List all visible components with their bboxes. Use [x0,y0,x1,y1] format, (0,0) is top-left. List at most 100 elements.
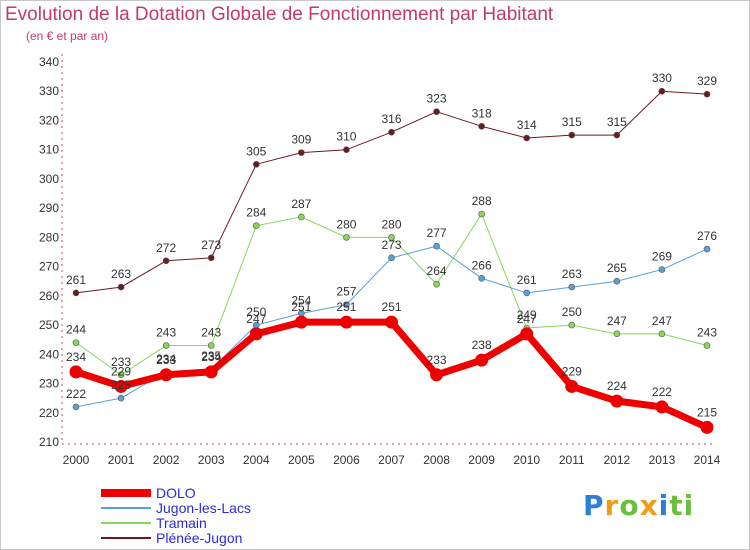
data-point [478,275,485,282]
data-point [207,254,215,262]
legend-label: DOLO [156,485,196,501]
data-point [568,321,576,329]
x-tick-label: 2013 [649,453,676,467]
data-label: 229 [562,364,582,378]
data-label: 315 [607,115,627,129]
data-point [610,394,624,408]
data-point [658,266,666,273]
data-point [343,234,350,241]
data-label: 247 [652,314,672,328]
data-label: 222 [66,387,86,401]
data-point [613,330,621,338]
series-tramain [72,210,711,379]
data-point [69,365,83,379]
series-pl-n-e-jugon [72,87,711,297]
y-tick-label: 300 [39,172,59,186]
data-label: 250 [562,305,582,319]
data-point [568,131,576,139]
data-point [162,342,170,349]
x-tick-label: 2004 [243,453,270,467]
data-label: 224 [607,379,627,393]
data-point [613,131,621,139]
data-point [703,342,711,349]
data-label: 250 [246,305,266,319]
data-label: 247 [246,312,266,326]
data-label: 249 [517,308,537,322]
data-label: 222 [652,385,672,399]
data-label: 234 [66,350,86,364]
y-tick-label: 320 [39,113,59,127]
data-label: 330 [652,71,672,85]
data-labels-layer: 261 263 272 273 305 309 310 316 323 318 314 315 315 3… [66,71,717,419]
data-label: 277 [427,226,447,240]
proxiti-logo: Proxiti [583,489,695,522]
data-label: 329 [697,74,717,88]
data-label: 238 [472,338,492,352]
data-point [343,301,350,308]
data-point [613,277,621,285]
y-tick-label: 260 [39,289,59,303]
data-point [117,394,125,402]
data-label: 314 [517,118,537,132]
data-label: 243 [201,326,221,340]
data-point [520,327,534,341]
y-tick-label: 310 [39,143,59,157]
data-label: 244 [66,323,86,337]
data-point [388,128,395,136]
data-point [114,379,128,393]
data-label: 234 [201,350,221,364]
data-point [343,146,350,153]
data-point [117,371,125,379]
y-tick-label: 330 [39,84,59,98]
x-tick-label: 2010 [513,453,540,467]
data-point [159,368,173,382]
data-point [204,365,218,379]
data-label: 261 [66,273,86,287]
data-label: 316 [381,112,401,126]
y-tick-label: 280 [39,230,59,244]
data-point [703,90,711,98]
series-dolo [69,315,714,434]
chart-title: Evolution de la Dotation Globale de Fonc… [5,4,554,25]
data-point [117,283,125,291]
data-point [298,213,305,221]
y-tick-label: 240 [39,347,59,361]
data-point [72,403,80,411]
data-label: 235 [201,349,221,363]
x-tick-label: 2014 [694,453,721,467]
x-tick-label: 2005 [288,453,315,467]
data-point [433,242,440,250]
data-point [298,149,305,156]
data-label: 254 [291,293,311,307]
series-layer [69,87,714,434]
data-label: 263 [111,267,131,281]
data-point [523,134,531,142]
x-tick-label: 2002 [153,453,180,467]
data-label: 287 [291,197,311,211]
x-tick-label: 2008 [423,453,450,467]
data-point [385,315,398,329]
data-label: 243 [697,326,717,340]
x-tick-label: 2009 [468,453,495,467]
data-label: 305 [246,144,266,158]
x-tick-label: 2012 [604,453,631,467]
data-label: 284 [246,206,266,220]
data-label: 261 [517,273,537,287]
data-label: 233 [111,355,131,369]
x-tick-label: 2007 [378,453,405,467]
data-label: 323 [427,92,447,106]
data-point [433,108,440,115]
y-tick-label: 290 [39,201,59,215]
data-label: 310 [336,130,356,144]
data-label: 264 [427,264,447,278]
data-point [252,222,260,229]
data-label: 280 [381,217,401,231]
y-tick-label: 230 [39,377,59,391]
data-point [658,87,666,95]
legend-label: Tramain [156,515,207,531]
y-tick-label: 270 [39,260,59,274]
data-label: 309 [291,133,311,147]
data-label: 266 [472,258,492,272]
